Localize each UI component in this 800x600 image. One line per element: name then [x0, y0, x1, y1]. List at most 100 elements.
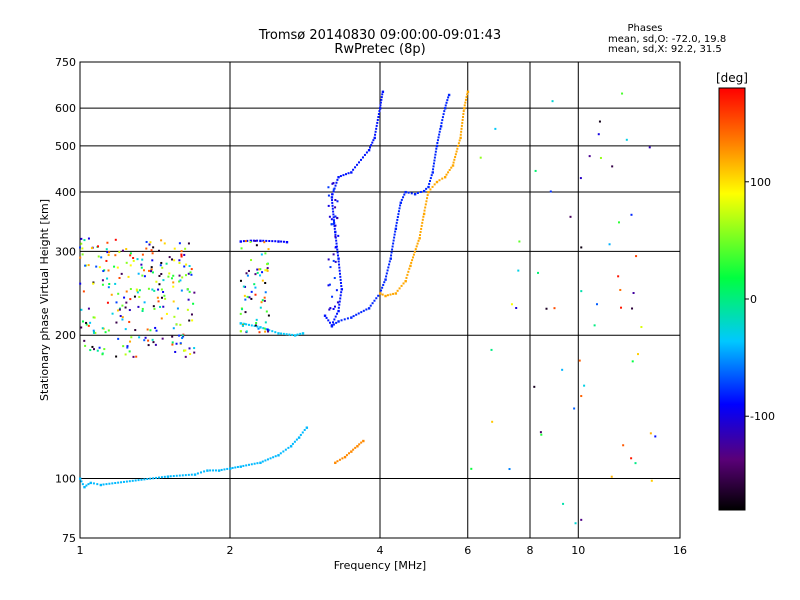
echo-point	[247, 269, 250, 272]
echo-point	[155, 280, 158, 283]
y-tick-label: 200	[55, 329, 76, 342]
echo-point	[124, 353, 127, 356]
trace-point	[394, 292, 398, 295]
y-axis-ticks: 75 100 200 300 400 500 600 750	[55, 56, 76, 545]
trace-point	[395, 224, 398, 227]
echo-point	[125, 301, 128, 304]
chart-title: Tromsø 20140830 09:00:00-09:01:43	[258, 28, 501, 43]
echo-point	[259, 274, 262, 277]
echo-point	[264, 252, 267, 255]
echo-point	[619, 288, 622, 291]
echo-point	[118, 251, 121, 254]
trace-point	[463, 107, 466, 110]
y-tick-label: 400	[55, 186, 76, 199]
echo-point	[650, 479, 653, 482]
echo-point	[175, 342, 178, 345]
echo-point	[118, 307, 121, 310]
trace-point	[332, 323, 335, 326]
echo-point	[631, 360, 634, 363]
echo-point	[107, 269, 110, 272]
echo-point	[101, 279, 104, 282]
trace-point	[125, 480, 128, 483]
trace-point	[439, 125, 443, 128]
echo-point	[332, 188, 335, 191]
trace-point	[209, 469, 212, 472]
echo-point	[621, 92, 624, 95]
echo-point	[593, 324, 596, 327]
echo-point	[182, 335, 185, 338]
trace-point	[335, 181, 338, 184]
trace-point	[438, 179, 441, 182]
echo-point	[243, 322, 246, 325]
trace-point	[333, 318, 336, 321]
trace-point	[379, 101, 382, 104]
trace-point	[299, 332, 302, 335]
echo-point	[162, 279, 165, 282]
trace-point	[245, 464, 248, 467]
trace-point	[335, 239, 338, 242]
echo-point	[107, 254, 110, 257]
trace-point	[461, 118, 464, 121]
echo-point	[170, 277, 173, 280]
echo-point	[172, 300, 175, 303]
echo-point	[334, 224, 337, 227]
echo-point	[263, 296, 266, 299]
trace-point	[410, 192, 413, 195]
echo-point	[128, 309, 131, 312]
echo-point	[336, 301, 339, 304]
echo-point	[562, 502, 565, 505]
echo-point	[239, 279, 242, 282]
trace-point	[461, 121, 464, 124]
echo-point	[146, 328, 149, 331]
echo-point	[588, 155, 591, 158]
echo-point	[333, 305, 336, 308]
chart-subtitle: RwPretec (8p)	[334, 42, 425, 57]
echo-point	[161, 266, 164, 269]
trace-point	[447, 93, 451, 97]
echo-point	[121, 318, 124, 321]
trace-point	[402, 282, 405, 285]
trace-point	[429, 177, 432, 180]
echo-point	[89, 321, 92, 324]
echo-point	[264, 291, 267, 294]
echo-point	[173, 247, 176, 250]
trace-point	[285, 240, 289, 244]
echo-point	[162, 290, 165, 293]
trace-point	[383, 281, 386, 284]
x-tick-label: 10	[571, 544, 585, 557]
trace-point	[390, 251, 393, 254]
trace-point	[419, 234, 422, 237]
trace-point	[375, 297, 378, 300]
echo-point	[90, 247, 93, 250]
trace-point	[425, 200, 428, 203]
echo-point	[193, 347, 196, 350]
echo-point	[84, 344, 87, 347]
echo-point	[174, 350, 177, 353]
trace-point	[396, 216, 399, 219]
trace-point	[250, 324, 253, 327]
trace-point	[436, 142, 439, 145]
echo-point	[157, 288, 160, 291]
echo-point	[129, 288, 132, 291]
echo-point	[116, 266, 119, 269]
echo-point	[114, 282, 117, 285]
trace-point	[375, 124, 378, 127]
echo-point	[327, 204, 330, 207]
trace-point	[337, 175, 340, 179]
trace-point	[181, 474, 184, 477]
echo-point	[129, 264, 132, 267]
trace-point	[429, 188, 432, 191]
trace-point	[340, 291, 343, 294]
echo-point	[184, 355, 187, 358]
trace-point	[293, 334, 297, 337]
trace-point	[413, 193, 417, 196]
echo-point	[157, 300, 160, 303]
trace-point	[301, 332, 305, 335]
trace-point	[392, 292, 395, 295]
trace-point	[331, 207, 334, 210]
trace-point	[429, 180, 432, 183]
echo-point	[263, 299, 266, 302]
echo-point	[141, 307, 144, 310]
echo-point	[92, 281, 95, 284]
echo-point	[259, 306, 262, 309]
